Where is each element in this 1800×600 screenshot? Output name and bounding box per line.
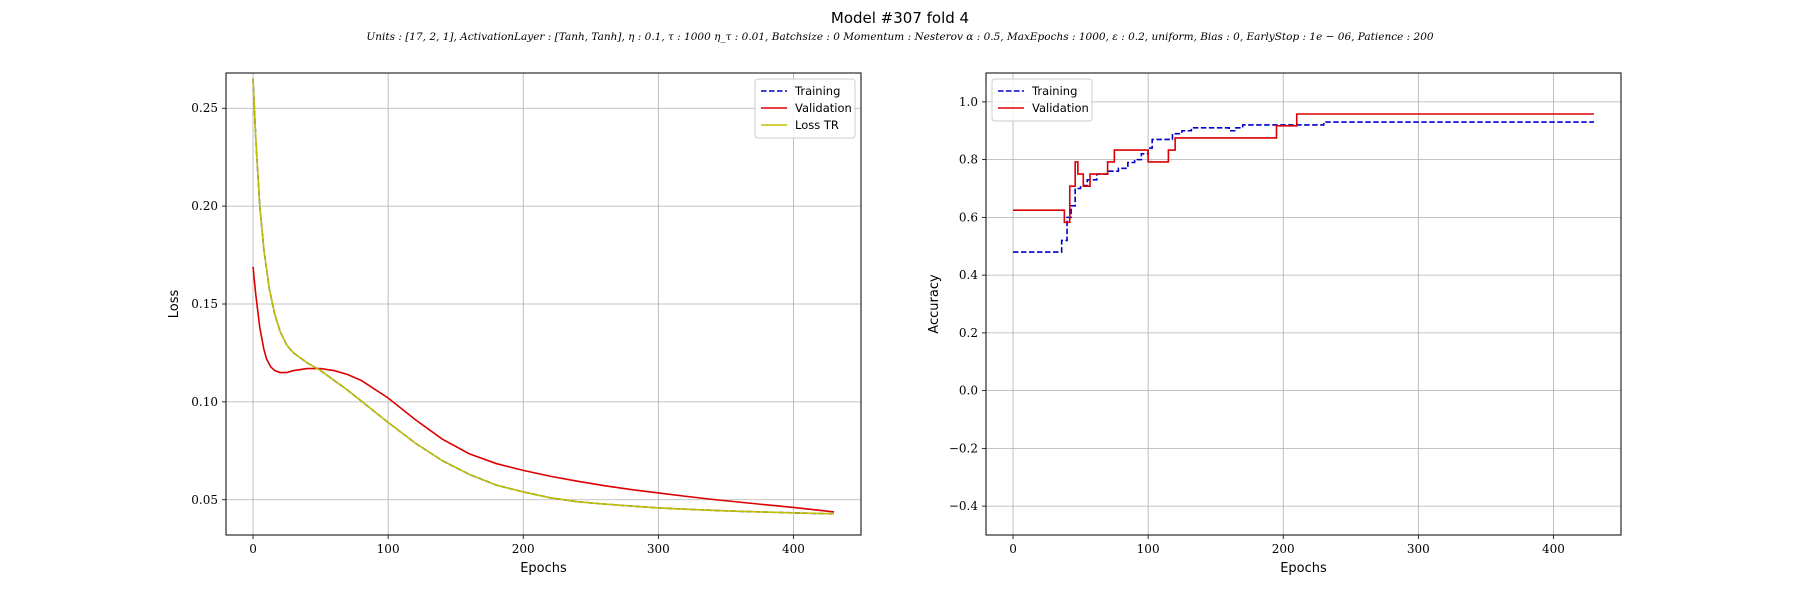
series-line-training: [1013, 121, 1594, 253]
chart-1: 0 100 200 300 400 0.05 0.10 0.15 0.20 0.25 Epochs L…: [167, 72, 862, 576]
series-line-loss-tr: [252, 78, 834, 515]
x-tick-label: 400: [782, 542, 805, 556]
y-tick-label: 0.6: [959, 210, 978, 224]
x-tick-label: 100: [377, 542, 400, 556]
y-tick-label: 0.10: [191, 395, 218, 409]
x-tick-label: 200: [512, 542, 535, 556]
x-tick-label: 300: [647, 542, 670, 556]
y-tick-label: 1.0: [959, 95, 978, 109]
legend-label: Validation: [795, 101, 852, 115]
legend-box: [991, 78, 1093, 122]
y-tick-label: 0.05: [191, 493, 218, 507]
figure-subtitle: Units : [17, 2, 1], ActivationLayer : [T…: [366, 31, 1434, 43]
x-axis-label: Epochs: [1280, 561, 1327, 576]
y-axis-label: Accuracy: [927, 274, 942, 334]
x-axis-label: Epochs: [520, 561, 567, 576]
figure-title: Model #307 fold 4: [830, 9, 970, 27]
plot-frame: [985, 72, 1622, 536]
y-tick-label: −0.2: [949, 441, 978, 455]
y-tick-label: 0.8: [959, 153, 978, 167]
y-tick-label: 0.20: [191, 199, 218, 213]
series-line-training: [252, 78, 834, 515]
y-tick-label: 0.25: [191, 101, 218, 115]
y-axis-label: Loss: [167, 290, 182, 319]
x-tick-label: 0: [249, 542, 257, 556]
x-tick-label: 400: [1542, 542, 1565, 556]
x-tick-label: 0: [1009, 542, 1017, 556]
y-tick-label: 0.2: [959, 326, 978, 340]
legend: Training Validation: [991, 78, 1093, 122]
legend-label: Training: [1031, 84, 1077, 98]
x-tick-label: 200: [1272, 542, 1295, 556]
chart-2: 0 100 200 300 400 −0.4 −0.2 0.0 0.2 0.4 0.6 0.8 1.0 E…: [927, 72, 1622, 576]
y-tick-label: 0.4: [959, 268, 978, 282]
x-tick-label: 100: [1137, 542, 1160, 556]
x-tick-label: 300: [1407, 542, 1430, 556]
legend-label: Loss TR: [795, 118, 839, 132]
y-tick-label: 0.15: [191, 297, 218, 311]
legend: Training Validation Loss TR: [754, 78, 856, 139]
legend-box: [754, 78, 856, 139]
series-line-validation: [1013, 113, 1594, 224]
y-tick-label: 0.0: [959, 384, 978, 398]
legend-label: Training: [794, 84, 840, 98]
legend-label: Validation: [1032, 101, 1089, 115]
series-line-validation: [252, 266, 835, 513]
y-tick-label: −0.4: [949, 499, 979, 513]
